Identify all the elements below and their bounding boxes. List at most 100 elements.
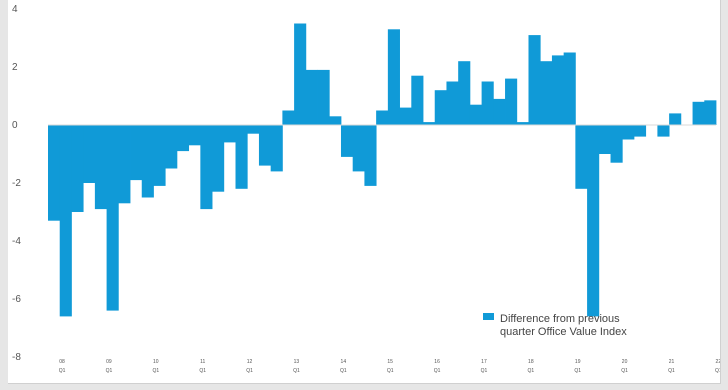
bar <box>633 125 647 137</box>
bar <box>141 125 154 198</box>
bar <box>587 125 600 317</box>
bar <box>176 125 190 152</box>
x-tick-label: 22 <box>716 359 720 365</box>
y-tick-label: 2 <box>12 62 18 73</box>
x-tick-label-quarter: Q1 <box>293 368 300 374</box>
x-tick-label-quarter: Q1 <box>481 368 488 374</box>
y-axis-labels: 4 2 0 -2 -4 -6 -8 <box>12 4 21 363</box>
x-tick-label-quarter: Q1 <box>574 368 581 374</box>
x-tick-label: 12 <box>247 359 253 365</box>
bar <box>130 125 143 181</box>
bar <box>188 125 201 146</box>
bar <box>657 125 670 137</box>
legend-swatch <box>483 313 494 320</box>
bar <box>258 125 272 166</box>
x-tick-label: 17 <box>481 359 487 365</box>
bar <box>94 125 107 210</box>
bar <box>575 125 588 189</box>
x-tick-label: 20 <box>622 359 628 365</box>
bar <box>528 35 541 125</box>
bar <box>165 125 178 169</box>
x-tick-label-quarter: Q1 <box>715 368 720 374</box>
x-tick-label-quarter: Q1 <box>199 368 206 374</box>
bar-chart: 420-2-4-6-8 08Q109Q110Q111Q112Q113Q114Q1… <box>12 4 720 374</box>
bar <box>247 125 260 134</box>
legend: Difference from previous quarter Office … <box>483 313 627 338</box>
x-tick-label-quarter: Q1 <box>106 368 113 374</box>
bar <box>153 125 166 186</box>
chart-frame: 4 2 0 -2 -4 -6 -8 08 Q1 09 Q1 10 Q1 11 Q1 12 Q1 13 Q1 14 Q1… <box>8 0 721 384</box>
bar <box>434 90 447 125</box>
bar <box>598 125 611 154</box>
bar <box>458 61 471 125</box>
x-tick-label: 08 <box>59 359 65 365</box>
bar <box>48 125 61 221</box>
bar <box>305 69 318 125</box>
bar <box>622 125 635 140</box>
bar <box>704 100 717 125</box>
x-tick-label: 21 <box>669 359 675 365</box>
bar <box>411 75 424 125</box>
x-tick-label-quarter: Q1 <box>621 368 628 374</box>
bar <box>235 125 248 189</box>
bar <box>446 81 459 125</box>
x-tick-label-quarter: Q1 <box>528 368 535 374</box>
bars <box>48 23 717 317</box>
x-tick-label-quarter: Q1 <box>668 368 675 374</box>
legend-line-1: Difference from previous <box>500 313 620 325</box>
bar <box>200 125 213 210</box>
bar <box>329 116 342 125</box>
y-tick-label: 0 <box>12 120 18 131</box>
bar <box>317 69 330 125</box>
x-axis-labels: 08 Q1 09 Q1 10 Q1 11 Q1 12 Q1 13 Q1 14 Q1 15 Q1 16 Q1 17 Q1… <box>59 359 720 374</box>
bar <box>505 78 518 125</box>
bar <box>212 125 225 192</box>
x-tick-label: 11 <box>200 359 205 365</box>
x-tick-label: 19 <box>575 359 581 365</box>
bar <box>692 101 705 125</box>
legend-line-2: quarter Office Value Index <box>500 326 627 338</box>
bar <box>610 125 623 163</box>
x-tick-label-quarter: Q1 <box>387 368 394 374</box>
bar <box>282 110 295 125</box>
y-tick-label: 4 <box>12 4 18 15</box>
x-tick-label: 14 <box>341 359 347 365</box>
y-tick-label: -4 <box>12 236 21 247</box>
bar <box>83 125 96 183</box>
bar <box>423 122 436 125</box>
x-tick-label: 16 <box>434 359 440 365</box>
x-tick-label: 10 <box>153 359 159 365</box>
x-tick-label-quarter: Q1 <box>246 368 253 374</box>
x-tick-label-quarter: Q1 <box>152 368 159 374</box>
bar <box>669 113 682 125</box>
bar <box>551 55 565 125</box>
bar <box>294 23 307 125</box>
bar <box>493 98 506 125</box>
x-tick-label: 18 <box>528 359 534 365</box>
bar <box>364 125 377 186</box>
bar <box>106 125 119 311</box>
bar <box>223 125 236 143</box>
y-tick-label: -6 <box>12 294 21 305</box>
bar <box>540 61 553 125</box>
x-tick-label: 09 <box>106 359 112 365</box>
y-tick-label: -2 <box>12 178 21 189</box>
x-tick-label-quarter: Q1 <box>434 368 441 374</box>
x-tick-label-quarter: Q1 <box>340 368 347 374</box>
bar <box>469 104 483 125</box>
bar <box>270 125 283 172</box>
bar <box>376 110 389 125</box>
bar <box>563 52 576 125</box>
bar <box>399 107 412 125</box>
bar <box>340 125 354 157</box>
bar <box>481 81 494 125</box>
x-tick-label: 13 <box>294 359 300 365</box>
bar <box>387 29 400 125</box>
y-tick-label: -8 <box>12 352 21 363</box>
bar <box>71 125 84 212</box>
bar <box>516 122 529 125</box>
bar <box>118 125 131 204</box>
bar <box>59 125 72 317</box>
x-tick-label: 15 <box>387 359 393 365</box>
bar <box>352 125 365 172</box>
